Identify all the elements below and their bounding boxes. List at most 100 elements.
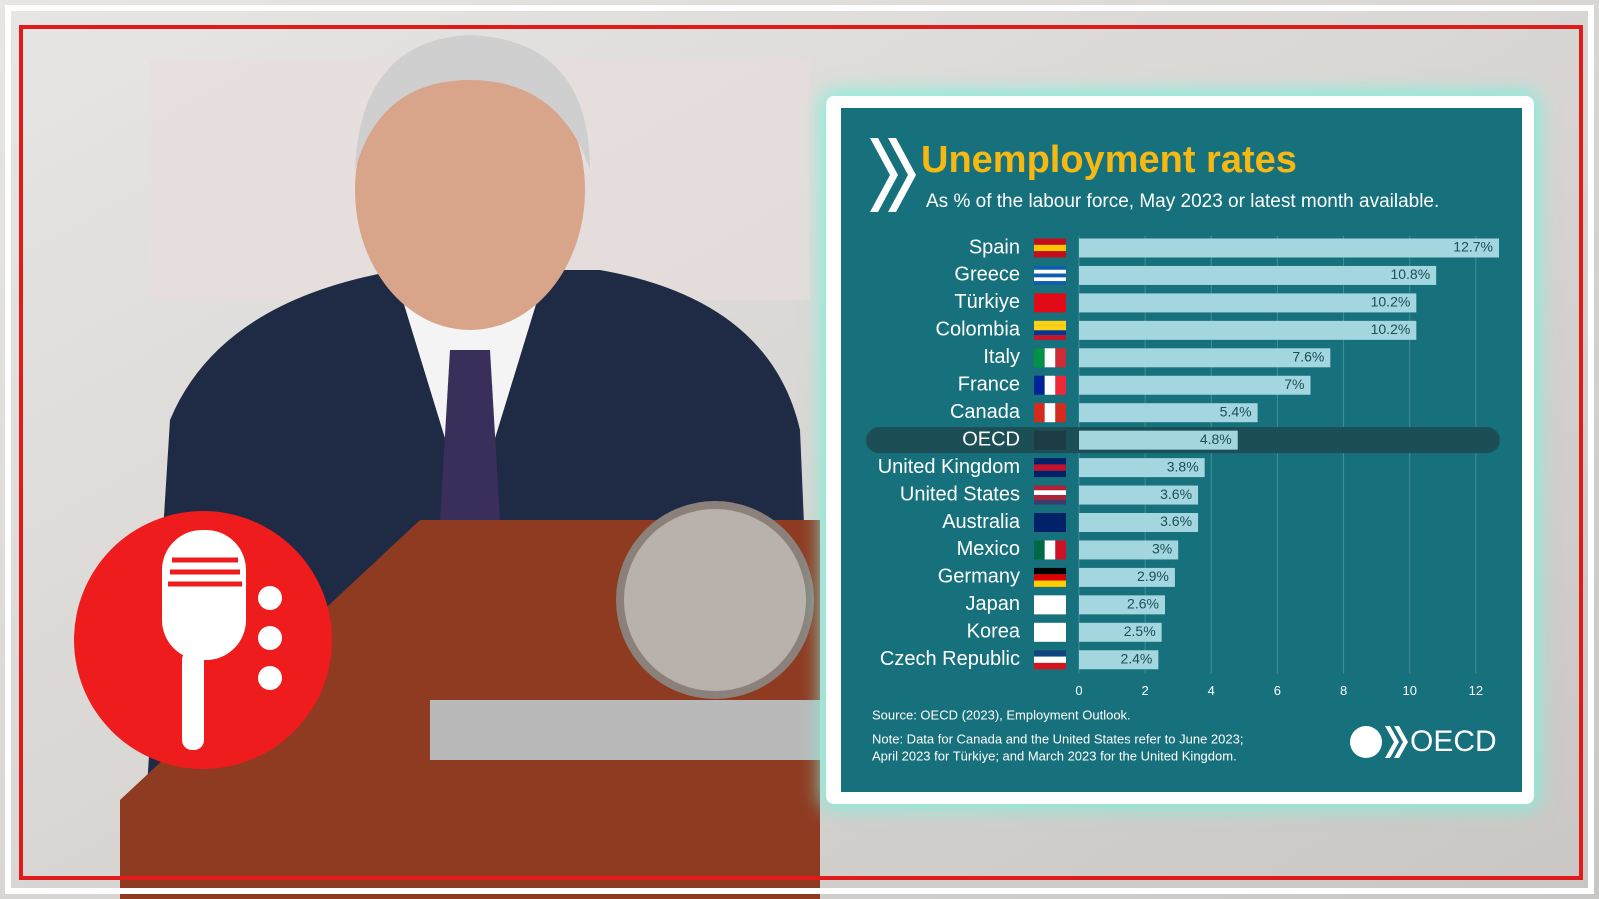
y-tick-label: Spain: [969, 236, 1020, 258]
bar: [1079, 567, 1175, 587]
y-tick-label: Germany: [938, 566, 1020, 588]
flag: [1034, 567, 1066, 575]
face: [355, 50, 585, 330]
flag: [1034, 244, 1066, 252]
value-label: 2.4%: [1120, 650, 1152, 666]
logo-globe: [1350, 726, 1382, 758]
flag: [1034, 656, 1066, 663]
flag: [1034, 325, 1066, 331]
logo-chevrons: [1385, 726, 1408, 758]
flag: [1044, 375, 1056, 395]
flag: [1034, 403, 1045, 423]
flag: [1034, 490, 1066, 496]
bar: [1079, 622, 1162, 642]
bar: [1079, 458, 1205, 478]
footnote: April 2023 for Türkiye; and March 2023 f…: [872, 748, 1237, 763]
bar: [1079, 650, 1159, 670]
value-label: 2.9%: [1137, 568, 1169, 584]
mic-dot: [258, 666, 282, 690]
podium-band: [430, 700, 820, 760]
value-label: 12.7%: [1453, 239, 1493, 255]
flag: [1044, 348, 1056, 368]
x-tick-label: 0: [1075, 683, 1082, 698]
flag: [1034, 330, 1066, 336]
bar: [1079, 430, 1238, 450]
flag: [1055, 540, 1066, 560]
x-tick-label: 8: [1340, 683, 1347, 698]
value-label: 2.6%: [1127, 596, 1159, 612]
flag: [1034, 513, 1066, 532]
chart-title: Unemployment rates: [921, 139, 1297, 181]
value-label: 10.8%: [1390, 266, 1430, 282]
flag: [1034, 348, 1045, 368]
logo-text: OECD: [1410, 725, 1497, 758]
seal: [616, 501, 814, 699]
bar: [1079, 265, 1437, 285]
x-tick-label: 12: [1469, 683, 1483, 698]
bar: [1079, 375, 1311, 395]
bar: [1079, 595, 1165, 615]
flag: [1034, 595, 1066, 615]
flag: [1034, 375, 1045, 395]
flag: [1034, 277, 1066, 282]
bar: [1079, 403, 1258, 423]
flag: [1034, 540, 1045, 560]
hair: [355, 35, 590, 170]
y-tick-label: Czech Republic: [880, 648, 1020, 670]
flag: [1034, 485, 1066, 491]
value-label: 7%: [1284, 376, 1304, 392]
flag: [1034, 580, 1066, 587]
bar: [1079, 348, 1331, 368]
flag: [1034, 430, 1066, 450]
flag: [1034, 662, 1066, 670]
flag: [1055, 403, 1066, 423]
flag: [1034, 320, 1066, 326]
flag: [1034, 251, 1066, 258]
y-tick-label: Colombia: [936, 319, 1021, 341]
flag: [1034, 269, 1066, 274]
y-tick-label: Japan: [966, 593, 1021, 615]
flag: [1034, 499, 1066, 505]
bar: [1079, 513, 1199, 532]
flag: [1044, 540, 1056, 560]
y-tick-label: Mexico: [957, 538, 1020, 560]
flag: [1034, 293, 1066, 313]
red-frame: [19, 25, 1583, 880]
mic-handle: [182, 650, 204, 750]
flag: [1055, 348, 1066, 368]
flag: [1034, 458, 1066, 465]
y-tick-label: Türkiye: [954, 291, 1020, 313]
flag: [1034, 281, 1066, 285]
footnote: Note: Data for Canada and the United Sta…: [872, 731, 1243, 746]
y-tick-label: Greece: [954, 264, 1020, 286]
y-tick-label: France: [958, 374, 1020, 396]
y-tick-label: United States: [900, 483, 1020, 505]
flag: [1034, 273, 1066, 278]
bar: [1079, 485, 1199, 505]
y-tick-label: Korea: [967, 621, 1021, 643]
flag: [1044, 403, 1056, 423]
flag: [1034, 238, 1066, 245]
value-label: 3.8%: [1167, 458, 1199, 474]
y-tick-label: United Kingdom: [878, 456, 1020, 478]
x-tick-label: 10: [1402, 683, 1416, 698]
flag: [1034, 495, 1066, 500]
outer-frame: [5, 5, 1594, 894]
flag: [1034, 335, 1066, 340]
x-tick-label: 4: [1208, 683, 1215, 698]
value-label: 3.6%: [1160, 513, 1192, 529]
bar: [1079, 293, 1417, 313]
source-note: Source: OECD (2023), Employment Outlook.: [872, 707, 1131, 722]
value-label: 4.8%: [1200, 431, 1232, 447]
y-tick-label: OECD: [962, 428, 1020, 450]
flag: [1034, 622, 1066, 642]
bar: [1079, 540, 1179, 560]
value-label: 10.2%: [1371, 321, 1411, 337]
value-label: 10.2%: [1371, 294, 1411, 310]
value-label: 2.5%: [1124, 623, 1156, 639]
bar: [1079, 320, 1417, 340]
y-tick-label: Australia: [942, 511, 1021, 533]
plot: 0 2 4 6 8 10 12 Spain 12.7% Greece 10.8% Türkiye 10.…: [866, 236, 1500, 698]
